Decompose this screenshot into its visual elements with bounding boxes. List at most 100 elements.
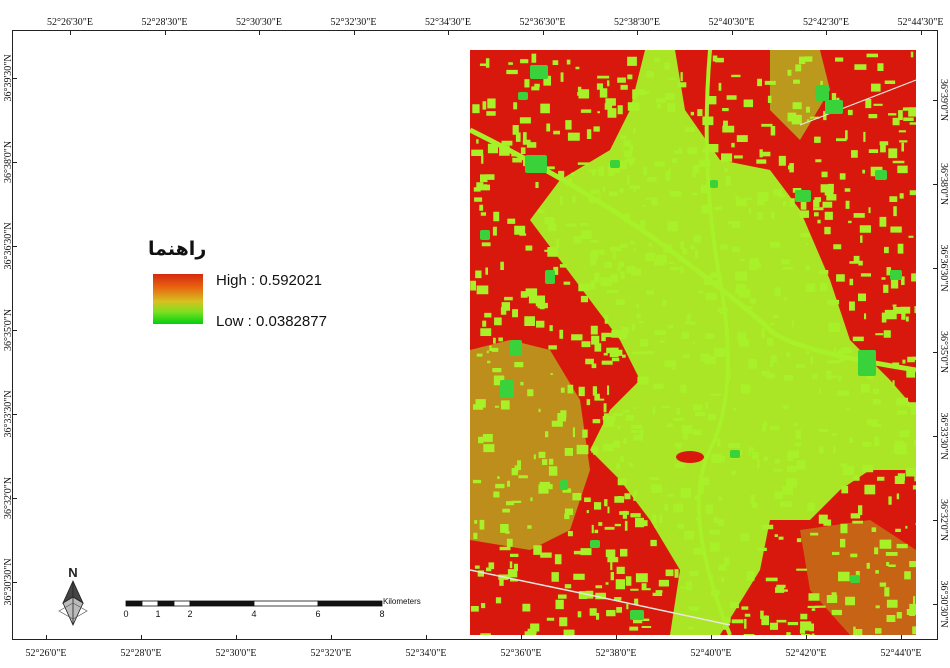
map-frame <box>12 30 938 640</box>
scale-segment <box>157 600 175 607</box>
road-line <box>799 79 916 126</box>
graticule-tick <box>141 635 142 640</box>
vegetation-patch <box>875 170 887 180</box>
graticule-tick <box>236 635 237 640</box>
graticule-tick <box>616 635 617 640</box>
right-tick-label: 36°30'30"N <box>938 580 949 628</box>
scale-bar-label: 2 <box>187 609 193 619</box>
graticule-tick <box>448 30 449 35</box>
vegetation-patch <box>500 380 514 398</box>
graticule-tick <box>12 414 17 415</box>
graticule-tick <box>12 330 17 331</box>
graticule-tick <box>259 30 260 35</box>
scale-bar <box>125 600 383 607</box>
vegetation-patch <box>530 65 548 79</box>
vegetation-patch <box>525 155 547 173</box>
scale-bar-label: 6 <box>315 609 321 619</box>
legend-low-label: Low : 0.0382877 <box>216 313 327 330</box>
right-tick-label: 36°32'0"N <box>938 498 949 542</box>
vegetation-patch <box>480 230 490 240</box>
vegetation-patch <box>545 270 555 284</box>
scale-segment <box>189 600 255 607</box>
legend-high-label: High : 0.592021 <box>216 272 322 289</box>
bottom-tick-label: 52°34'0"E <box>405 648 447 659</box>
top-tick-label: 52°42'30"E <box>803 17 849 28</box>
graticule-tick <box>353 30 355 35</box>
graticule-tick <box>933 100 938 101</box>
vegetation-patch <box>858 350 876 376</box>
right-tick-label: 36°38'0"N <box>938 162 949 206</box>
bottom-tick-label: 52°30'0"E <box>215 648 257 659</box>
scale-bar-label: 1 <box>155 609 161 619</box>
bottom-tick-label: 52°44'0"E <box>880 648 922 659</box>
bottom-tick-label: 52°36'0"E <box>500 648 542 659</box>
right-tick-label: 36°33'30"N <box>938 412 949 460</box>
vegetation-patch <box>890 270 902 280</box>
top-tick-label: 52°44'30"E <box>897 17 944 28</box>
top-tick-label: 52°26'30"E <box>47 17 93 28</box>
north-label: N <box>68 565 77 580</box>
top-tick-label: 52°30'30"E <box>236 17 282 28</box>
graticule-tick <box>933 184 938 185</box>
graticule-tick <box>637 30 638 35</box>
graticule-tick <box>164 30 166 35</box>
low-class-zone <box>770 50 830 140</box>
low-class-urban-area <box>530 50 916 635</box>
graticule-tick <box>12 582 17 583</box>
vegetation-patch <box>510 340 522 356</box>
graticule-tick <box>12 498 17 499</box>
vegetation-patch <box>730 450 740 458</box>
road-line <box>470 569 731 626</box>
top-tick-label: 52°28'30"E <box>141 17 188 28</box>
graticule-tick <box>331 635 332 640</box>
top-tick-label: 52°40'30"E <box>708 17 755 28</box>
legend-color-ramp <box>153 274 203 324</box>
graticule-tick <box>521 635 522 640</box>
vegetation-patch <box>560 480 568 490</box>
scale-segment <box>253 600 319 607</box>
graticule-tick <box>933 268 938 269</box>
top-tick-label: 52°34'30"E <box>425 17 471 28</box>
vegetation-patch <box>795 190 811 202</box>
bottom-tick-label: 52°38'0"E <box>595 648 637 659</box>
north-arrow-icon: N <box>58 565 88 626</box>
graticule-tick <box>933 436 938 437</box>
scale-bar-unit: Kilometers <box>383 597 421 606</box>
vegetation-patch <box>610 160 620 168</box>
bottom-tick-label: 52°42'0"E <box>785 648 827 659</box>
graticule-tick <box>806 635 807 640</box>
graticule-tick <box>933 604 938 605</box>
graticule-tick <box>731 30 733 35</box>
graticule-tick <box>826 30 827 35</box>
scale-segment <box>317 600 383 607</box>
vegetation-patch <box>850 575 860 583</box>
vegetation-patch <box>590 540 600 548</box>
vegetation-patch <box>518 92 528 100</box>
bottom-tick-label: 52°40'0"E <box>690 648 732 659</box>
legend-title: راهنما <box>148 238 207 260</box>
top-tick-label: 52°36'30"E <box>519 17 566 28</box>
vegetation-patch <box>710 180 718 188</box>
right-tick-label: 36°35'0"N <box>938 330 949 374</box>
graticule-tick <box>46 635 47 640</box>
graticule-tick <box>12 162 17 163</box>
graticule-tick <box>901 635 902 640</box>
bottom-tick-label: 52°28'0"E <box>120 648 162 659</box>
graticule-tick <box>920 30 922 35</box>
scale-segment <box>141 600 159 607</box>
linear-feature <box>696 50 732 635</box>
right-tick-label: 36°36'30"N <box>938 244 949 292</box>
bottom-tick-label: 52°32'0"E <box>310 648 352 659</box>
graticule-tick <box>933 352 938 353</box>
graticule-tick <box>933 520 938 521</box>
graticule-tick <box>12 78 17 79</box>
graticule-tick <box>12 246 17 247</box>
scale-bar-label: 0 <box>123 609 129 619</box>
graticule-tick <box>426 635 427 640</box>
graticule-tick <box>711 635 712 640</box>
scale-bar-label: 8 <box>379 609 385 619</box>
graticule-tick <box>542 30 544 35</box>
vegetation-patch <box>825 100 843 114</box>
scale-segment <box>125 600 143 607</box>
high-class-patch <box>676 451 704 463</box>
